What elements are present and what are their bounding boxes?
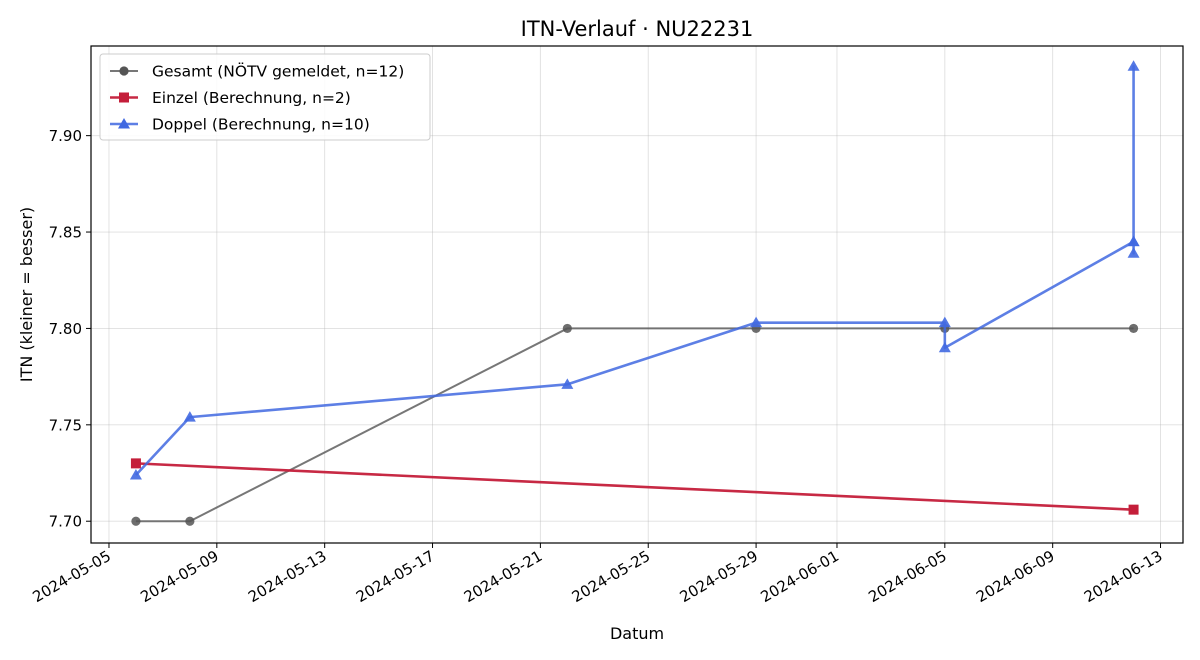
data-point: [750, 316, 763, 328]
series-line: [135, 462, 1134, 511]
series-line: [134, 64, 1135, 476]
x-tick-label: 2024-06-05: [865, 547, 950, 606]
x-tick-label: 2024-05-25: [569, 547, 654, 606]
legend-marker: [119, 66, 129, 76]
legend-marker: [118, 118, 130, 129]
plot-series: [129, 60, 1140, 526]
data-point: [185, 516, 195, 526]
series-line: [135, 327, 1134, 523]
axes: 2024-05-05 2024-05-09 2024-05-13 2024-05-17…: [29, 127, 1165, 606]
data-point: [130, 458, 141, 469]
plot-frame: [90, 45, 1184, 544]
legend-marker: [119, 92, 129, 103]
x-tick-label: 2024-06-13: [1081, 547, 1166, 606]
chart-title: ITN-Verlauf · NU22231: [521, 17, 754, 41]
x-axis-label: Datum: [610, 624, 664, 643]
data-point: [1127, 247, 1140, 258]
data-point: [183, 411, 196, 422]
y-tick-label: 7.80: [49, 320, 82, 338]
x-tick-label: 2024-05-09: [137, 547, 222, 606]
x-tick-label: 2024-05-05: [29, 547, 114, 606]
legend: Gesamt (NÖTV gemeldet, n=12) Einzel (Bere…: [99, 53, 431, 141]
series-triangle: [129, 60, 1140, 480]
x-tick-label: 2024-05-13: [245, 547, 330, 606]
y-tick-label: 7.85: [49, 224, 82, 242]
legend-label: Gesamt (NÖTV gemeldet, n=12): [152, 62, 404, 81]
legend-box: [99, 53, 431, 141]
data-point: [561, 378, 574, 389]
x-tick-label: 2024-05-21: [461, 547, 546, 606]
legend-label: Einzel (Berechnung, n=2): [152, 89, 351, 107]
data-point: [129, 468, 142, 480]
y-tick-label: 7.75: [49, 416, 82, 434]
legend-item: Gesamt (NÖTV gemeldet, n=12): [110, 62, 404, 81]
y-tick-label: 7.70: [49, 513, 82, 531]
data-point: [1128, 504, 1139, 515]
data-point: [131, 516, 141, 526]
x-tick-label: 2024-06-09: [973, 547, 1058, 606]
legend-label: Doppel (Berechnung, n=10): [152, 116, 370, 134]
data-point: [1128, 323, 1139, 334]
legend-item: Einzel (Berechnung, n=2): [110, 89, 351, 107]
series-square: [130, 458, 1139, 515]
data-point: [1127, 60, 1140, 71]
data-point: [562, 323, 572, 334]
x-tick-label: 2024-05-29: [677, 547, 762, 606]
y-tick-label: 7.90: [49, 127, 82, 145]
data-point: [938, 341, 951, 353]
x-tick-label: 2024-06-01: [757, 547, 842, 606]
legend-item: Doppel (Berechnung, n=10): [110, 116, 370, 134]
data-point: [938, 316, 951, 328]
x-tick-label: 2024-05-17: [353, 547, 438, 606]
data-point: [1127, 235, 1140, 247]
y-axis-label: ITN (kleiner = besser): [17, 207, 36, 382]
